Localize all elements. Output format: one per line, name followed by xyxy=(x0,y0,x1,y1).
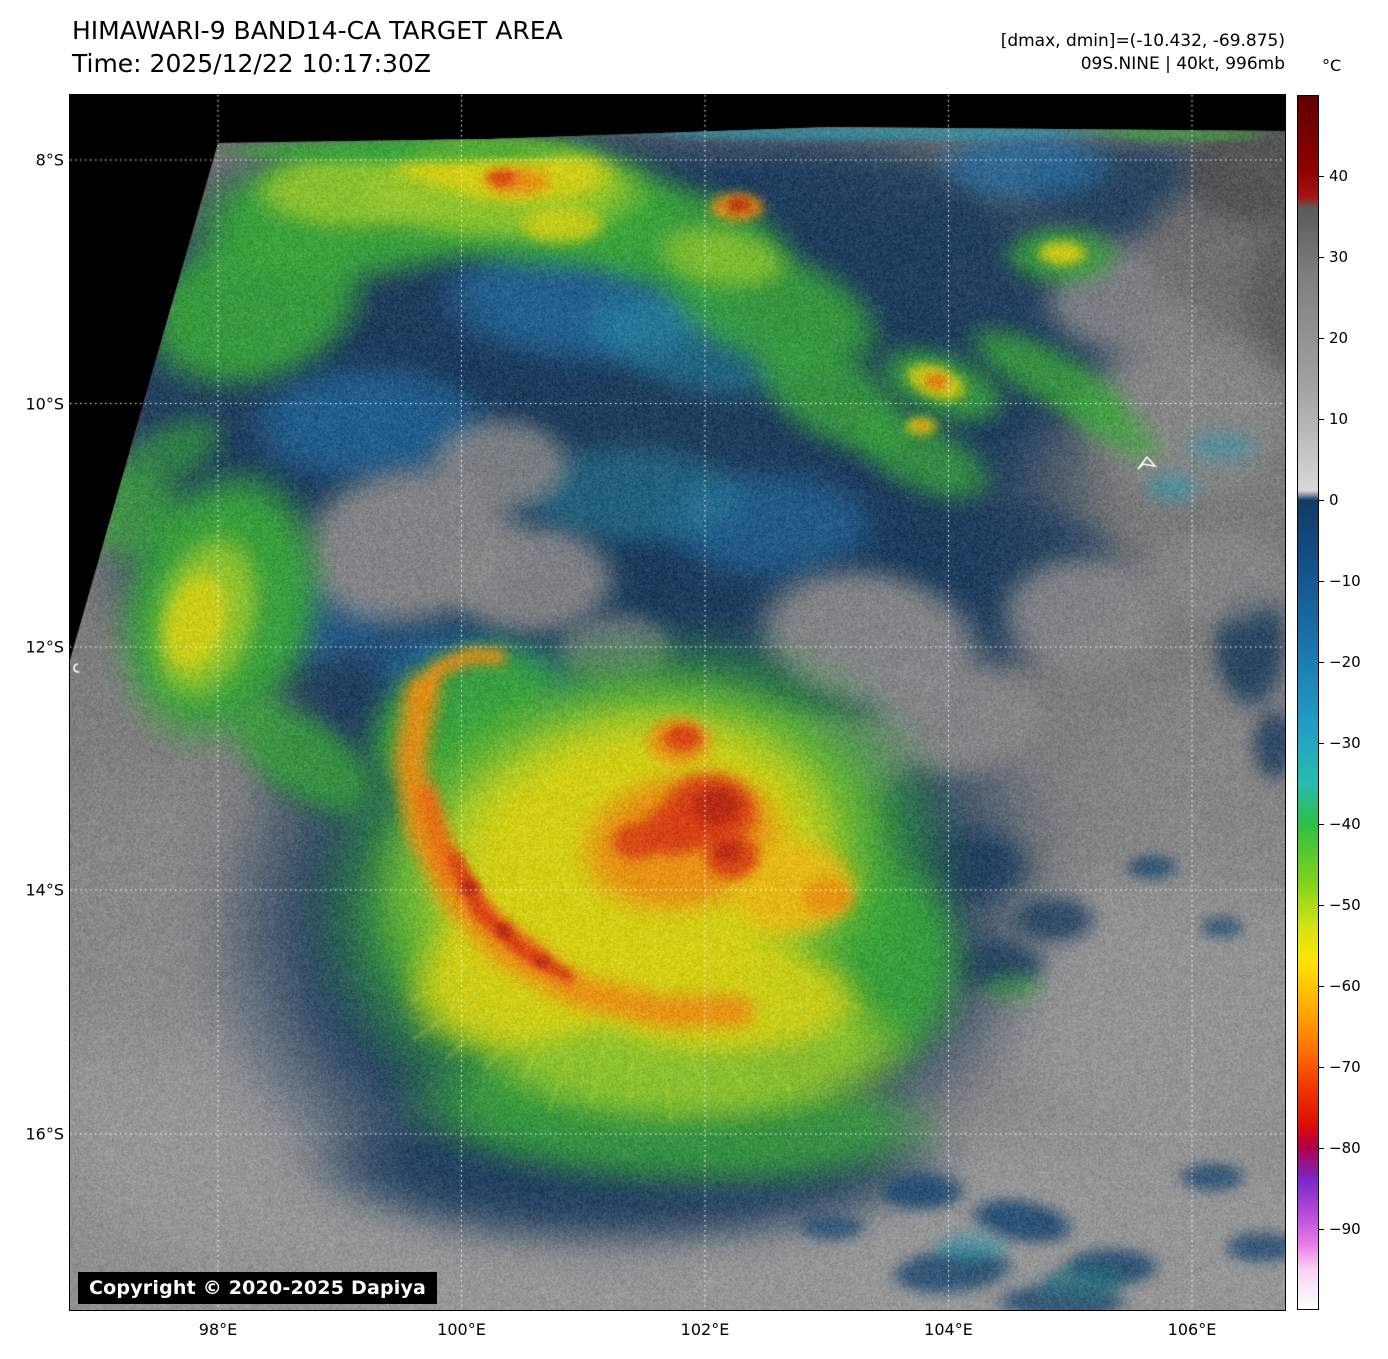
colorbar-tick-label: −10 xyxy=(1329,572,1361,590)
title-block: HIMAWARI-9 BAND14-CA TARGET AREA Time: 2… xyxy=(72,14,563,80)
colorbar-tick-label: −70 xyxy=(1329,1058,1361,1076)
lon-tick-label: 100°E xyxy=(437,1320,486,1339)
colorbar-tick-mark xyxy=(1319,581,1324,582)
colorbar-tick-label: −90 xyxy=(1329,1220,1361,1238)
product-title: HIMAWARI-9 BAND14-CA TARGET AREA xyxy=(72,14,563,47)
storm-readout: 09S.NINE | 40kt, 996mb xyxy=(1001,53,1285,76)
map-plot: Copyright © 2020-2025 Dapiya xyxy=(70,95,1285,1310)
colorbar-tick-label: 30 xyxy=(1329,248,1348,266)
colorbar-tick-label: 0 xyxy=(1329,491,1339,509)
lon-tick-label: 98°E xyxy=(199,1320,237,1339)
colorbar-tick-mark xyxy=(1319,338,1324,339)
lat-tick-label: 16°S xyxy=(0,1125,64,1144)
lat-tick-label: 10°S xyxy=(0,394,64,413)
colorbar-tick-label: −20 xyxy=(1329,653,1361,671)
colorbar-unit-label: °C xyxy=(1322,56,1341,75)
colorbar-tick-mark xyxy=(1319,257,1324,258)
colorbar-tick-mark xyxy=(1319,1067,1324,1068)
lon-tick-label: 104°E xyxy=(924,1320,973,1339)
colorbar-tick-label: −60 xyxy=(1329,977,1361,995)
colorbar-tick-label: 20 xyxy=(1329,329,1348,347)
colorbar-gradient xyxy=(1297,95,1319,1310)
colorbar-tick-label: −80 xyxy=(1329,1139,1361,1157)
colorbar-tick-mark xyxy=(1319,662,1324,663)
colorbar-tick-label: −50 xyxy=(1329,896,1361,914)
colorbar-tick-mark xyxy=(1319,419,1324,420)
colorbar-tick-label: 40 xyxy=(1329,167,1348,185)
colorbar-tick-mark xyxy=(1319,905,1324,906)
lat-tick-label: 12°S xyxy=(0,638,64,657)
colorbar-tick-mark xyxy=(1319,824,1324,825)
colorbar-tick-label: −40 xyxy=(1329,815,1361,833)
colorbar-tick-label: 10 xyxy=(1329,410,1348,428)
readout-block: [dmax, dmin]=(-10.432, -69.875) 09S.NINE… xyxy=(1001,30,1285,76)
dmax-dmin-readout: [dmax, dmin]=(-10.432, -69.875) xyxy=(1001,30,1285,53)
satellite-product-page: HIMAWARI-9 BAND14-CA TARGET AREA Time: 2… xyxy=(0,0,1388,1359)
copyright-watermark: Copyright © 2020-2025 Dapiya xyxy=(78,1272,437,1304)
colorbar-tick-label: −30 xyxy=(1329,734,1361,752)
lat-tick-label: 8°S xyxy=(0,151,64,170)
colorbar-tick-mark xyxy=(1319,1148,1324,1149)
colorbar-tick-mark xyxy=(1319,743,1324,744)
colorbar-tick-mark xyxy=(1319,500,1324,501)
lon-tick-label: 106°E xyxy=(1168,1320,1217,1339)
product-time: Time: 2025/12/22 10:17:30Z xyxy=(72,47,563,80)
lon-tick-label: 102°E xyxy=(681,1320,730,1339)
colorbar-tick-mark xyxy=(1319,986,1324,987)
satellite-image-canvas xyxy=(70,95,1285,1310)
lat-tick-label: 14°S xyxy=(0,881,64,900)
colorbar-tick-mark xyxy=(1319,1229,1324,1230)
colorbar-tick-mark xyxy=(1319,176,1324,177)
